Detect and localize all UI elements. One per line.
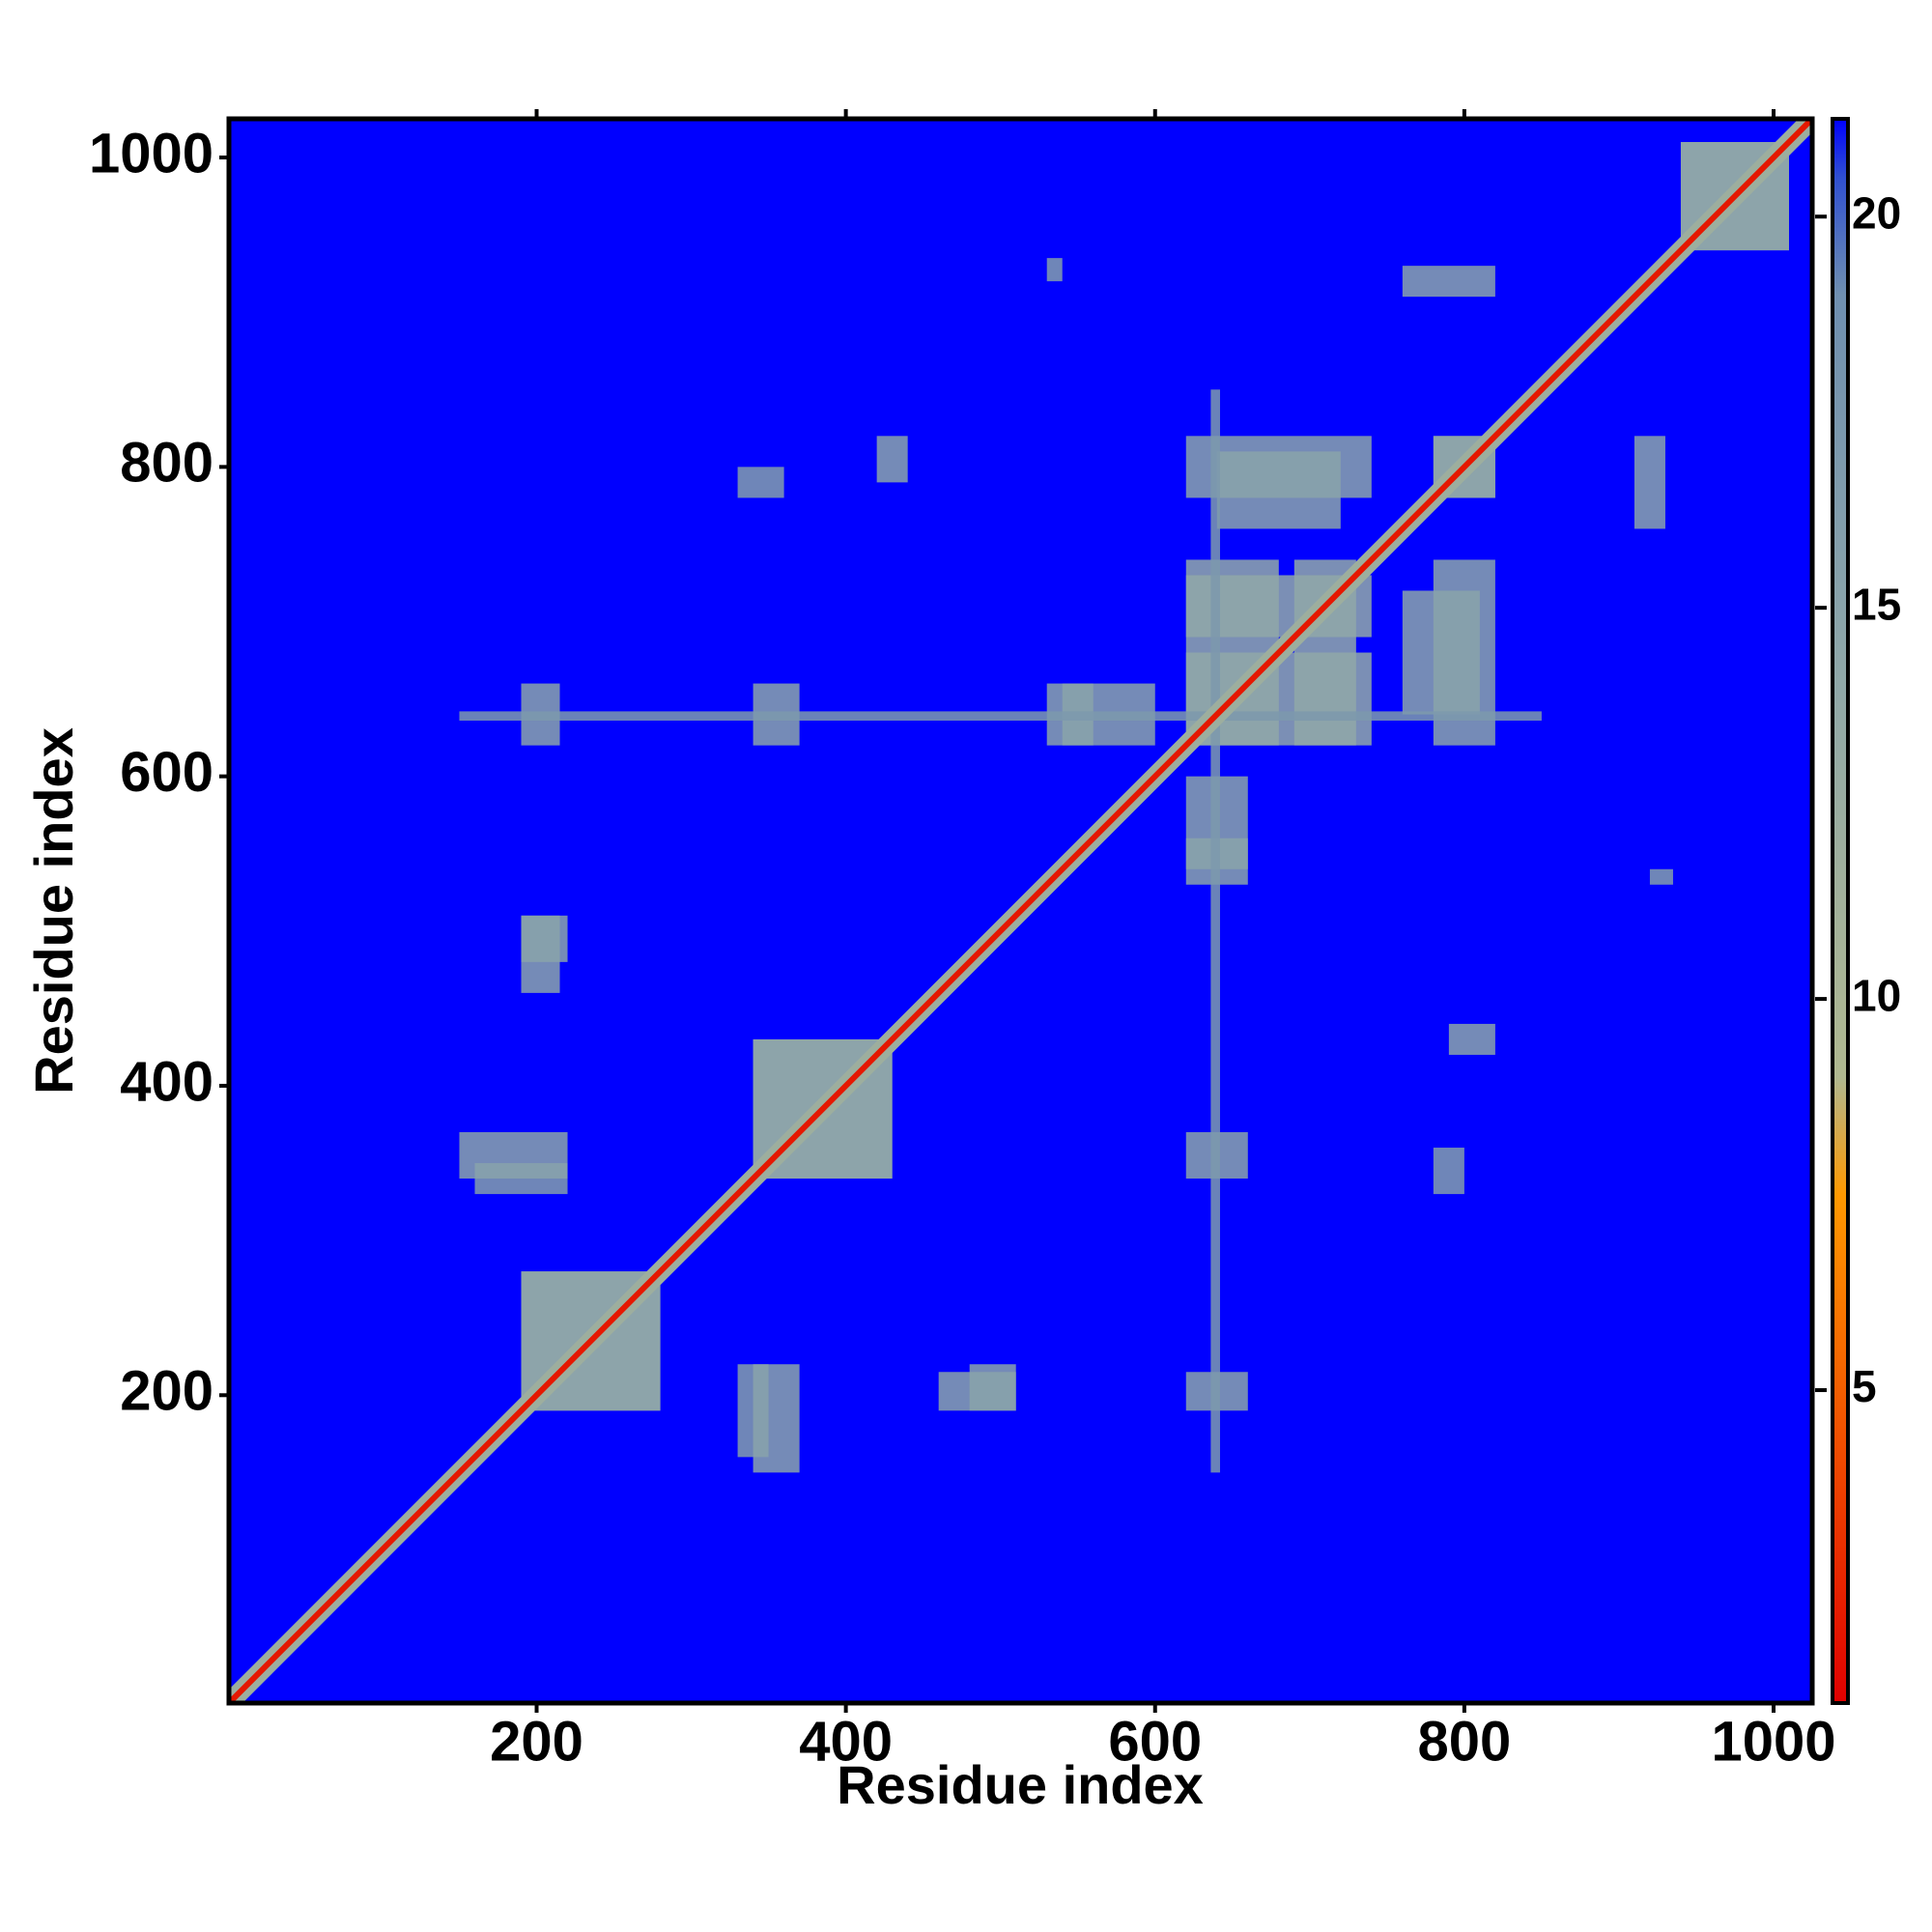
y-tick-label: 200: [120, 1360, 213, 1423]
x-tick-label: 800: [1417, 1710, 1511, 1773]
heatmap: [229, 119, 1812, 1703]
heat-region: [1402, 266, 1495, 298]
colorbar-tick-label: 20: [1852, 187, 1901, 238]
heat-region: [521, 915, 568, 962]
x-axis-title: Residue index: [837, 1754, 1204, 1815]
heat-region: [1046, 258, 1063, 282]
heat-region-mirror: [753, 1364, 800, 1473]
y-tick-label: 400: [120, 1050, 213, 1113]
y-tick-label: 800: [120, 432, 213, 495]
colorbar-tick-label: 15: [1852, 579, 1901, 629]
diagonal: [229, 119, 1812, 1703]
x-tick-label: 1000: [1711, 1710, 1835, 1773]
y-tick-label: 600: [120, 741, 213, 804]
colorbar-tick-label: 5: [1852, 1361, 1877, 1411]
heat-region: [1216, 451, 1341, 529]
plot-frame: [226, 116, 1815, 1706]
heat-region: [737, 467, 784, 498]
colorbar: [1831, 117, 1850, 1705]
heat-region-mirror: [1402, 590, 1480, 715]
heat-region: [459, 711, 1542, 722]
x-tick-label: 400: [799, 1710, 893, 1773]
x-tick-label: 200: [490, 1710, 583, 1773]
y-tick-label: 1000: [89, 122, 213, 185]
heat-region-mirror: [969, 1364, 1016, 1411]
colorbar-tick-label: 10: [1852, 970, 1901, 1020]
heat-region-mirror: [1448, 1023, 1495, 1055]
heat-region-mirror: [1649, 868, 1673, 885]
y-axis-title: Residue index: [23, 727, 84, 1094]
heat-region: [876, 436, 908, 483]
heat-region: [459, 1132, 568, 1179]
heat-region-mirror: [1634, 436, 1665, 529]
heat-region-mirror: [1433, 1148, 1464, 1195]
heat-region-mirror: [1210, 389, 1220, 1473]
x-tick-label: 600: [1108, 1710, 1202, 1773]
